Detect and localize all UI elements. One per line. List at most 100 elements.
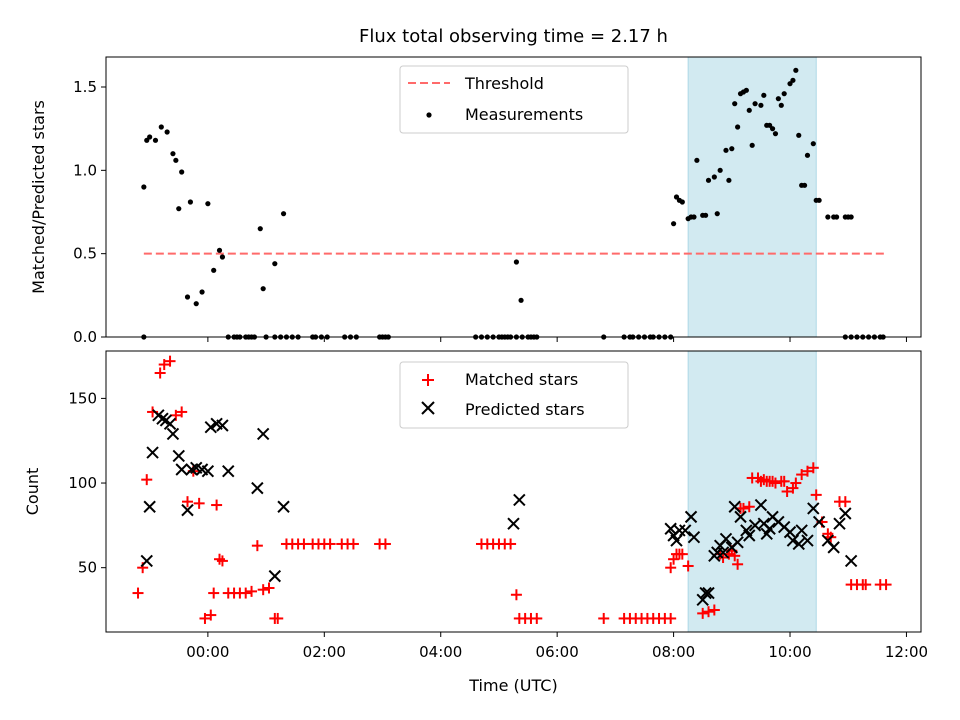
predicted-star-stroke-b — [166, 427, 180, 441]
predicted-star-stroke-b — [172, 449, 185, 463]
predicted-star-stroke-b — [728, 500, 741, 513]
legend-matched-label: Matched stars — [465, 370, 578, 389]
predicted-star-stroke-b — [277, 500, 290, 513]
measurement-point — [711, 174, 717, 180]
predicted-star-stroke-b — [827, 541, 840, 554]
predicted-star-point — [719, 532, 733, 546]
predicted-star-point — [513, 493, 526, 507]
predicted-star-stroke-b — [763, 522, 776, 535]
matched-star-point — [743, 501, 755, 513]
predicted-star-point — [146, 446, 159, 459]
measurement-point — [260, 286, 266, 292]
measurement-point — [272, 261, 278, 267]
predicted-star-point — [201, 464, 215, 478]
predicted-star-stroke-b — [216, 419, 229, 432]
bottom-xtick-label: 04:00 — [419, 643, 462, 661]
matched-star-point — [703, 606, 715, 618]
predicted-star-stroke-b — [222, 464, 235, 478]
measurement-point — [726, 177, 732, 183]
predicted-star-stroke-b — [711, 546, 724, 559]
predicted-star-stroke-b — [146, 446, 159, 459]
matched-star-point — [598, 612, 610, 624]
measurement-point — [216, 247, 223, 253]
measurement-point — [749, 142, 755, 148]
predicted-star-point — [251, 481, 264, 495]
predicted-star-point — [670, 534, 683, 547]
matched-star-point — [860, 579, 872, 591]
predicted-star-stroke-b — [716, 546, 730, 559]
matched-star-point — [839, 496, 851, 508]
predicted-star-stroke-b — [839, 507, 852, 520]
bottom-xtick-label: 12:00 — [885, 643, 928, 661]
bottom-xtick-label: 06:00 — [536, 643, 579, 661]
measurement-point — [152, 137, 159, 143]
predicted-star-point — [833, 517, 846, 530]
matched-star-point — [665, 562, 677, 574]
measurement-point — [781, 91, 787, 97]
matched-star-point — [801, 465, 813, 477]
matched-star-point — [732, 558, 744, 570]
matched-star-point — [379, 538, 391, 550]
matched-star-point — [729, 550, 741, 562]
predicted-star-point — [699, 586, 712, 600]
predicted-star-stroke-b — [190, 461, 203, 475]
matched-star-point — [531, 612, 543, 624]
predicted-star-stroke-b — [801, 534, 814, 547]
measurement-point — [825, 214, 831, 220]
predicted-star-stroke-b — [201, 464, 215, 478]
predicted-star-point — [156, 412, 169, 425]
bottom-y-ticks: 50 100 150 — [68, 389, 106, 577]
predicted-star-stroke-b — [210, 417, 223, 430]
matched-star-point — [781, 486, 793, 497]
measurement-point — [691, 214, 697, 220]
predicted-star-point — [216, 419, 229, 432]
measurement-point — [801, 182, 808, 188]
matched-star-point — [205, 609, 217, 621]
predicted-star-point — [172, 449, 185, 463]
matched-star-point — [665, 612, 677, 624]
matched-star-point — [176, 406, 188, 418]
matched-star-point — [257, 584, 269, 596]
matched-star-point — [251, 540, 263, 552]
predicted-star-stroke-b — [783, 525, 797, 539]
predicted-star-stroke-b — [513, 493, 526, 507]
measurement-point — [219, 254, 226, 260]
bottom-panel: 50 100 150 00:00 02:00 04:00 06:00 08:00 10:00 1… — [23, 350, 928, 695]
predicted-star-stroke-b — [143, 500, 156, 513]
matched-star-point — [211, 499, 223, 511]
predicted-star-point — [795, 524, 808, 537]
measurement-point — [717, 167, 723, 173]
predicted-star-stroke-b — [743, 529, 756, 542]
matched-star-point — [769, 477, 781, 489]
predicted-star-point — [140, 554, 153, 568]
predicted-star-point — [143, 500, 156, 513]
predicted-star-stroke-b — [740, 524, 753, 537]
predicted-star-point — [507, 517, 520, 530]
top-y-ticks: 0.0 0.5 1.0 1.5 — [73, 78, 106, 346]
measurement-point — [670, 221, 677, 227]
measurement-point — [816, 197, 822, 203]
legend-measurements-label: Measurements — [465, 105, 583, 124]
predicted-star-stroke-b — [140, 554, 153, 568]
predicted-star-stroke-b — [156, 412, 169, 425]
predicted-star-stroke-b — [699, 586, 712, 600]
predicted-star-point — [792, 537, 805, 551]
measurement-point — [793, 67, 799, 73]
predicted-star-point — [166, 427, 180, 441]
measurement-point — [723, 147, 729, 153]
matched-star-point — [263, 582, 275, 594]
predicted-star-point — [812, 515, 826, 529]
measurement-point — [257, 226, 263, 232]
measurement-point — [758, 102, 764, 108]
matched-star-point — [708, 604, 720, 616]
legend-matched-swatch — [422, 374, 434, 386]
predicted-star-point — [277, 500, 290, 513]
predicted-star-point — [731, 536, 744, 549]
predicted-star-point — [256, 427, 270, 441]
measurement-point — [743, 87, 749, 93]
measurement-point — [769, 126, 776, 132]
predicted-star-point — [754, 498, 768, 512]
predicted-star-point — [268, 569, 282, 583]
predicted-star-stroke-b — [673, 524, 686, 537]
predicted-star-stroke-b — [507, 517, 520, 530]
